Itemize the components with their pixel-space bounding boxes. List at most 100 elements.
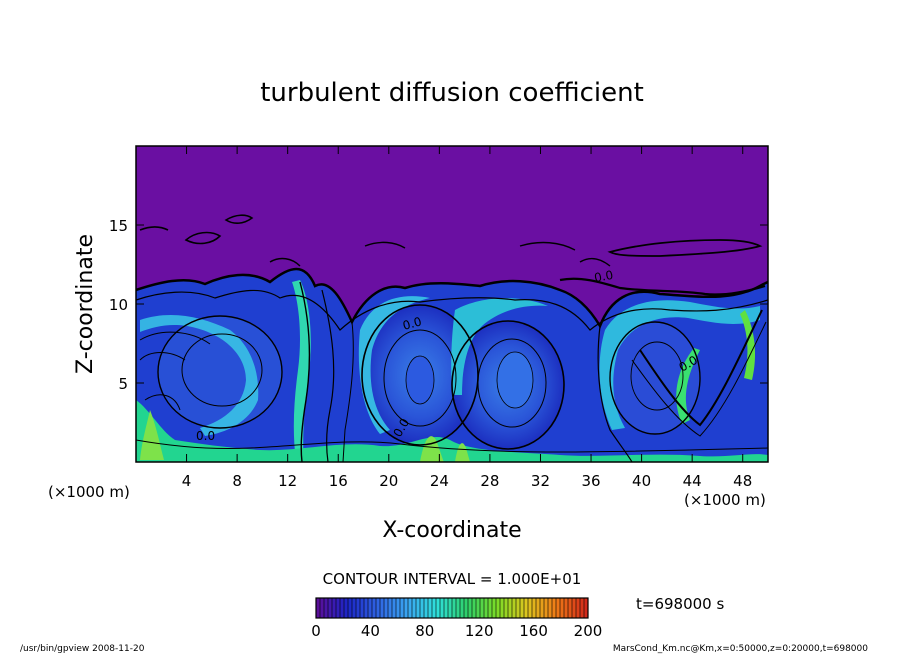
contour-wave-left [139,331,211,411]
contour-ring-1a [157,315,283,429]
colorbar-tick-label-80: 80 [415,622,434,640]
contour-ring-2c [405,355,435,405]
colorbar-cell [424,598,429,618]
colorbar-cell [472,598,477,618]
colorbar-cell [568,598,573,618]
colorbar-cell [336,598,341,618]
colorbar-cell [528,598,533,618]
colorbar-cell [456,598,461,618]
contour-column-1 [299,281,311,462]
colorbar-cell [512,598,517,618]
cyan-band-2 [358,296,430,434]
colorbar-cell [404,598,409,618]
colorbar-cell [576,598,581,618]
x-tick-label-12: 12 [278,472,297,490]
colorbar-ticks: 0 40 80 120 160 200 [311,622,602,640]
colorbar-cell [324,598,329,618]
y-tick-label-15: 15 [109,217,128,235]
x-tick-label-28: 28 [480,472,499,490]
colorbar-cell [420,598,425,618]
colorbar-cell [388,598,393,618]
colorbar-cell [552,598,557,618]
colorbar-cell [524,598,529,618]
colorbar-cell [328,598,333,618]
colorbar-cell [580,598,585,618]
contour-ring-1b [181,333,263,407]
colorbar-cell [492,598,497,618]
colorbar-cell [384,598,389,618]
contour-column-2 [321,289,335,462]
colorbar-cell [448,598,453,618]
y-axis-ticks: 5 10 15 [109,217,768,393]
colorbar-cell [376,598,381,618]
surface-light-green [140,410,470,462]
contour-ring-3b [477,338,547,428]
contour-label-2: 0.0 [593,268,614,285]
colorbar-cell [584,598,589,618]
contour-ring-4a [609,321,701,435]
colorbar-cell [416,598,421,618]
colorbar-cell [432,598,437,618]
colorbar-cell [468,598,473,618]
colorbar-cell [344,598,349,618]
footer-right: MarsCond_Km.nc@Km,x=0:50000,z=0:20000,t=… [613,644,868,654]
y-axis-label: Z-coordinate [73,234,98,374]
colorbar-cell [532,598,537,618]
colorbar-cell [320,598,325,618]
colorbar-cell [452,598,457,618]
colorbar-cell [316,598,321,618]
colorbar-cell [500,598,505,618]
colorbar-cell [380,598,385,618]
colorbar-cell [564,598,569,618]
cyan-band-3 [451,298,548,395]
x-tick-label-16: 16 [329,472,348,490]
surface-green [136,400,768,462]
vortex-core-2 [406,356,434,404]
contour-v-fold [639,309,763,427]
chart-title: turbulent diffusion coefficient [260,78,644,108]
colorbar-frame [315,597,589,619]
colorbar-cell [508,598,513,618]
colorbar-cell [360,598,365,618]
contour-line-2 [136,289,768,331]
colorbar-cell [460,598,465,618]
colorbar-cell [464,598,469,618]
x-unit-left: (×1000 m) [48,483,130,501]
colorbar-cell [372,598,377,618]
colorbar-cell [368,598,373,618]
contour-island-3 [139,226,169,231]
y-tick-label-5: 5 [118,375,128,393]
contour-label-5: 0.0 [196,429,215,443]
contour-island-1 [184,231,222,245]
colorbar-cell [340,598,345,618]
colorbar-cell [520,598,525,618]
colorbar-cell [396,598,401,618]
contour-island-4 [607,239,763,257]
cyan-band-1 [140,315,259,436]
x-axis-ticks: 4 8 12 16 20 24 28 32 36 40 44 48 [182,146,752,490]
contour-ring-2b [383,329,457,427]
colorbar-cell [356,598,361,618]
colorbar-cell [436,598,441,618]
colorbar-cell [440,598,445,618]
colorbar-cell [352,598,357,618]
colorbar-cell [484,598,489,618]
colorbar-cell [444,598,449,618]
x-tick-label-24: 24 [430,472,449,490]
x-tick-label-32: 32 [531,472,550,490]
colorbar-cell [400,598,405,618]
x-tick-label-44: 44 [683,472,702,490]
colorbar-cell [364,598,369,618]
x-tick-label-4: 4 [182,472,192,490]
contour-interval-label: CONTOUR INTERVAL = 1.000E+01 [323,570,582,588]
colorbar-cell [572,598,577,618]
time-label: t=698000 s [636,595,724,613]
contour-lines [136,214,768,462]
colorbar-cell [544,598,549,618]
colorbar-cell [556,598,561,618]
colorbar-cell [536,598,541,618]
colorbar-cell [548,598,553,618]
colorbar-cell [476,598,481,618]
contour-ring-2a [361,304,479,446]
contour-surface [136,439,768,453]
